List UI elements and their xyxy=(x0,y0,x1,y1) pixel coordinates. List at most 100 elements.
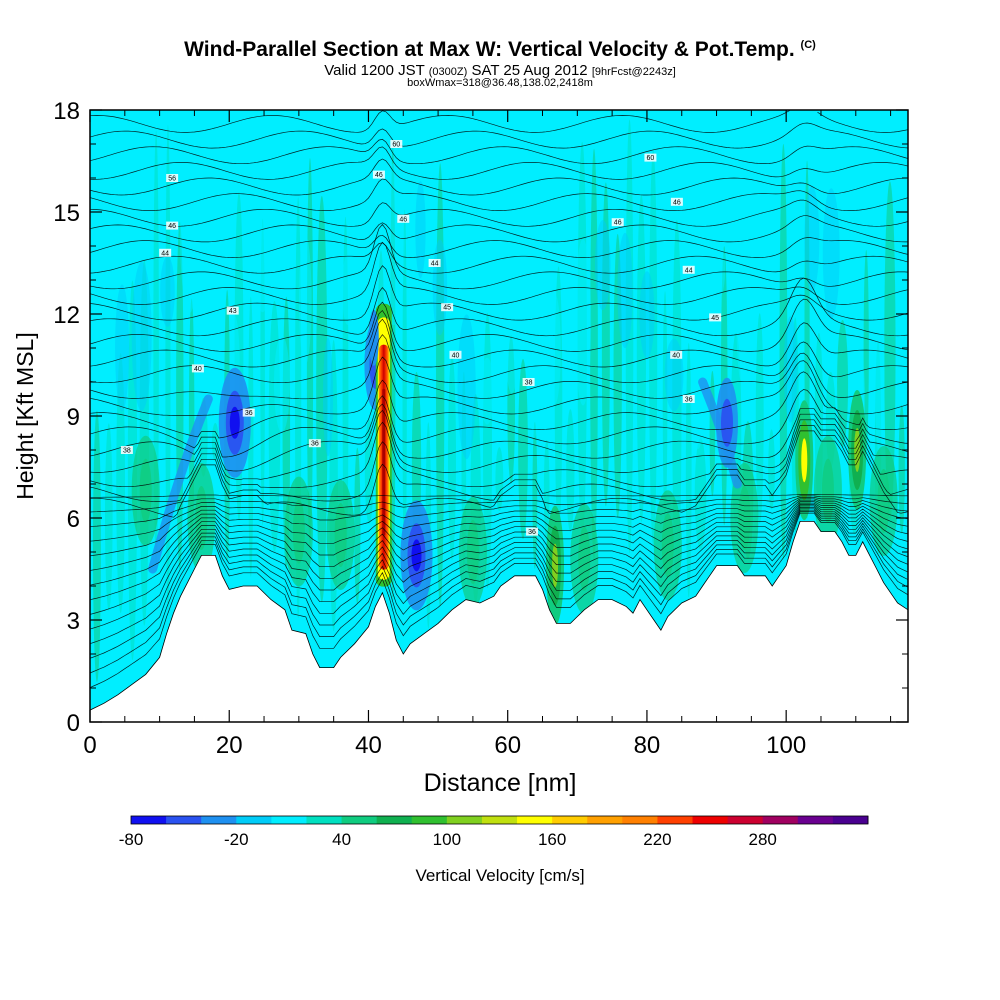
colorbar-swatch xyxy=(657,816,694,824)
theta-label: 46 xyxy=(399,216,407,223)
theta-contour xyxy=(90,497,908,527)
theta-contour xyxy=(90,298,908,352)
velocity-streak xyxy=(179,142,199,314)
theta-contour xyxy=(90,334,908,400)
velocity-streak xyxy=(527,360,540,439)
colorbar-swatch xyxy=(376,816,413,824)
theta-label-bg xyxy=(682,395,695,403)
velocity-streak xyxy=(574,238,592,406)
colorbar-swatch xyxy=(622,816,658,824)
velocity-streak xyxy=(755,313,764,524)
x-tick-label: 40 xyxy=(355,732,382,759)
velocity-streak xyxy=(448,354,456,560)
colorbar-swatch xyxy=(411,816,448,824)
colorbar-swatch xyxy=(832,816,869,824)
updraft-band-core xyxy=(334,503,347,567)
theta-label-bg xyxy=(670,350,683,359)
valid-utc: (0300Z) xyxy=(428,66,468,78)
theta-label: 36 xyxy=(685,397,693,404)
velocity-streak xyxy=(402,209,407,581)
colorbar-swatch xyxy=(797,816,834,824)
colorbar-tick-label: 280 xyxy=(749,830,777,849)
velocity-streak xyxy=(543,439,550,541)
downdraft-mid xyxy=(720,398,733,447)
colorbar-tick-label: 40 xyxy=(332,830,351,849)
theta-contour xyxy=(90,110,908,133)
theta-label: 45 xyxy=(711,315,719,322)
theta-label-bg xyxy=(226,306,239,315)
velocity-streak xyxy=(273,335,290,433)
forecast-info: [9hrFcst@2243z] xyxy=(591,66,676,78)
theta-label-bg xyxy=(372,170,385,179)
downdraft-streak xyxy=(148,394,213,574)
theta-contour xyxy=(90,178,908,211)
theta-label-bg xyxy=(428,259,441,267)
colorbar-swatch xyxy=(306,816,343,824)
plot-area: 60 60 56 46 46 46 46 46 44 44 44 43 45 45 40 40 40 38 36 36… xyxy=(90,110,908,722)
theta-label-bg xyxy=(522,378,535,386)
velocity-streak xyxy=(415,181,426,279)
theta-label-bg xyxy=(526,527,539,536)
theta-label-bg xyxy=(390,140,403,148)
theta-contour xyxy=(90,509,908,659)
theta-label: 40 xyxy=(194,366,202,373)
theta-contour xyxy=(90,242,908,274)
colorbar-swatch xyxy=(762,816,799,824)
copyright-mark: (C) xyxy=(800,39,816,51)
theta-label: 38 xyxy=(525,380,533,387)
colorbar-swatch xyxy=(446,816,483,824)
updraft-band-core xyxy=(821,458,834,523)
velocity-streak xyxy=(115,284,130,412)
theta-label: 45 xyxy=(443,305,451,312)
updraft-core xyxy=(552,543,559,588)
velocity-streak xyxy=(685,342,692,598)
colorbar-swatch xyxy=(692,816,729,824)
theta-contour xyxy=(90,122,908,149)
updraft-core xyxy=(801,438,808,483)
velocity-streak xyxy=(342,254,354,325)
theta-label: 60 xyxy=(647,155,655,162)
theta-label-bg xyxy=(441,303,454,312)
velocity-streak xyxy=(566,409,575,532)
theta-contour xyxy=(90,512,908,688)
velocity-streak xyxy=(160,256,175,327)
updraft-band-core xyxy=(292,499,305,564)
velocity-streak xyxy=(480,357,495,425)
theta-label: 46 xyxy=(673,199,681,206)
chart-title-text: Wind-Parallel Section at Max W: Vertical… xyxy=(184,38,795,61)
velocity-streak xyxy=(116,353,125,614)
theta-label-bg xyxy=(397,214,410,223)
theta-label: 44 xyxy=(161,250,169,257)
theta-label: 40 xyxy=(452,352,460,359)
theta-contour xyxy=(90,508,908,645)
velocity-streak xyxy=(884,181,896,520)
velocity-streak xyxy=(382,163,405,326)
theta-label: 44 xyxy=(685,267,693,274)
updraft-band-core xyxy=(139,458,152,523)
velocity-streak xyxy=(457,314,476,460)
colorbar-swatch xyxy=(341,816,378,824)
colorbar-swatch xyxy=(236,816,272,824)
colorbar-swatch xyxy=(587,816,623,824)
theta-contour xyxy=(90,318,908,384)
velocity-streak xyxy=(503,220,521,394)
theta-contour xyxy=(90,199,908,227)
theta-contour xyxy=(90,494,908,498)
theta-contour xyxy=(90,430,908,518)
velocity-streak xyxy=(210,242,222,410)
velocity-streak xyxy=(298,234,312,366)
velocity-streak xyxy=(649,149,658,546)
velocity-streak xyxy=(736,226,747,382)
velocity-streak xyxy=(662,291,668,522)
velocity-streak xyxy=(804,186,820,293)
theta-contour xyxy=(90,409,908,481)
x-tick-label: 100 xyxy=(766,732,806,759)
theta-contour xyxy=(90,389,908,458)
max-updraft-column-center xyxy=(382,388,386,536)
y-tick-label: 12 xyxy=(53,302,80,329)
downdraft-core xyxy=(229,406,240,439)
theta-label: 36 xyxy=(245,410,253,417)
theta-contour xyxy=(90,507,908,630)
theta-label-bg xyxy=(166,221,179,230)
